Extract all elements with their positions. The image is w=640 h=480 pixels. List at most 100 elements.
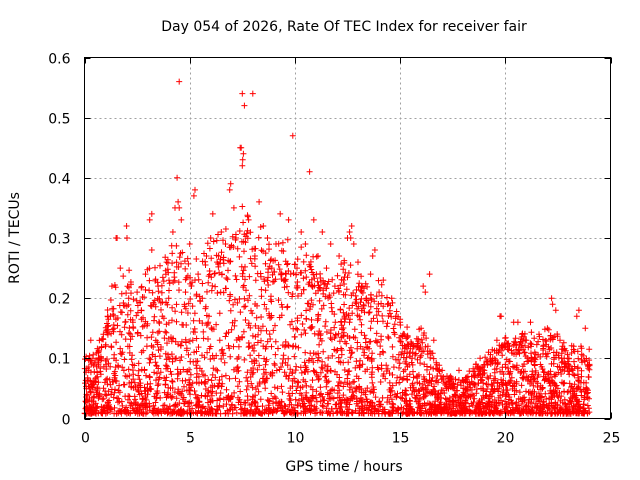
data-point bbox=[262, 361, 269, 368]
data-point bbox=[311, 275, 318, 282]
data-point bbox=[161, 335, 168, 342]
data-point bbox=[337, 306, 344, 313]
data-point bbox=[394, 374, 401, 381]
data-point bbox=[365, 354, 372, 361]
data-point bbox=[566, 380, 573, 387]
data-point bbox=[302, 267, 309, 274]
data-point bbox=[556, 389, 563, 396]
data-point bbox=[393, 394, 400, 401]
y-tick-label: 0.2 bbox=[48, 292, 70, 308]
data-point bbox=[257, 273, 264, 280]
data-point bbox=[301, 359, 308, 366]
data-point bbox=[240, 328, 247, 335]
data-point bbox=[166, 277, 172, 284]
data-point bbox=[208, 255, 215, 262]
data-point bbox=[499, 401, 506, 408]
data-point bbox=[319, 402, 326, 409]
data-point bbox=[216, 337, 223, 344]
data-point bbox=[166, 287, 172, 294]
data-point bbox=[191, 349, 198, 356]
data-point bbox=[148, 342, 155, 349]
data-point bbox=[208, 377, 215, 384]
data-point bbox=[185, 260, 192, 267]
data-point bbox=[265, 282, 272, 288]
data-point bbox=[210, 326, 217, 333]
data-point bbox=[393, 380, 400, 386]
data-point bbox=[521, 349, 528, 356]
data-point bbox=[349, 389, 356, 396]
data-point bbox=[130, 296, 137, 303]
x-tick-label: 0 bbox=[81, 431, 90, 447]
data-point bbox=[544, 350, 551, 357]
data-point bbox=[320, 302, 327, 309]
data-point bbox=[278, 383, 285, 390]
data-point bbox=[257, 396, 264, 403]
data-point bbox=[220, 403, 227, 410]
data-point bbox=[228, 326, 235, 333]
data-point bbox=[118, 331, 125, 338]
data-point bbox=[110, 394, 117, 401]
data-point bbox=[315, 313, 322, 319]
data-point bbox=[378, 281, 385, 288]
data-point bbox=[578, 373, 585, 380]
data-point bbox=[101, 379, 108, 386]
data-point bbox=[242, 303, 249, 310]
data-point bbox=[367, 303, 374, 310]
data-point bbox=[126, 343, 133, 350]
data-point bbox=[90, 394, 97, 401]
data-point bbox=[248, 406, 255, 413]
data-point bbox=[226, 297, 233, 304]
data-point bbox=[283, 283, 290, 290]
data-point bbox=[528, 329, 535, 336]
data-point bbox=[137, 332, 144, 339]
data-point bbox=[535, 338, 542, 345]
data-point bbox=[246, 292, 253, 299]
data-point bbox=[298, 312, 305, 319]
data-point bbox=[349, 302, 356, 309]
data-point bbox=[239, 203, 246, 210]
data-point bbox=[229, 233, 236, 240]
data-point bbox=[300, 258, 307, 265]
data-point bbox=[303, 274, 310, 281]
data-point bbox=[258, 293, 265, 300]
y-tick-label: 0.5 bbox=[48, 112, 70, 128]
data-point bbox=[380, 373, 387, 379]
data-point bbox=[138, 349, 145, 356]
data-point bbox=[231, 296, 238, 303]
data-point bbox=[309, 377, 316, 384]
data-point bbox=[389, 353, 396, 360]
data-point bbox=[404, 324, 411, 331]
data-point bbox=[372, 394, 379, 401]
data-point bbox=[144, 266, 151, 273]
data-point bbox=[334, 272, 341, 279]
x-tick-label: 15 bbox=[392, 431, 410, 447]
data-point bbox=[270, 327, 277, 334]
data-point bbox=[186, 338, 193, 345]
data-point bbox=[383, 362, 390, 369]
data-point bbox=[133, 297, 140, 304]
data-point bbox=[234, 364, 241, 370]
data-point bbox=[357, 395, 364, 401]
data-point bbox=[347, 262, 354, 269]
data-point bbox=[414, 356, 421, 363]
data-point bbox=[298, 331, 305, 338]
data-point bbox=[295, 379, 302, 386]
data-point bbox=[222, 226, 229, 232]
data-point bbox=[499, 352, 506, 359]
data-point bbox=[202, 305, 209, 312]
y-tick-label: 0.4 bbox=[48, 172, 70, 188]
data-point bbox=[253, 386, 259, 393]
data-point bbox=[223, 275, 230, 281]
data-point bbox=[286, 395, 293, 402]
data-point bbox=[489, 383, 496, 389]
data-point bbox=[491, 369, 498, 376]
data-point bbox=[279, 239, 286, 246]
data-point bbox=[215, 231, 221, 238]
data-point bbox=[377, 351, 383, 358]
data-point bbox=[177, 357, 183, 364]
data-point bbox=[564, 351, 571, 358]
y-axis-label: ROTI / TECUs bbox=[7, 192, 23, 284]
data-point bbox=[287, 397, 294, 404]
x-tick-label: 10 bbox=[287, 431, 305, 447]
